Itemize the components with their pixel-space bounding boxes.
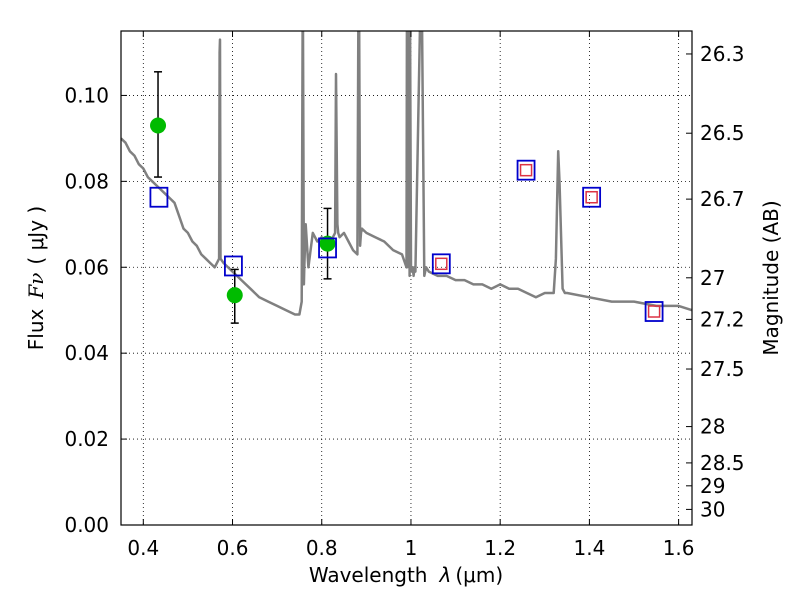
x-tick-label: 1.6 [663, 536, 695, 560]
y-tick-labels: 0.00 0.02 0.04 0.06 0.08 0.10 [64, 83, 109, 537]
magnitude-tick-label: 30 [700, 497, 725, 521]
model-square [516, 159, 536, 181]
magnitude-tick-label: 28 [700, 415, 725, 439]
x-tick-label: 1 [405, 536, 418, 560]
y-tick-label: 0.00 [64, 513, 109, 537]
x-tick-labels: 0.4 0.6 0.8 1 1.2 1.4 1.6 [127, 536, 694, 560]
magnitude-tick-label: 26.7 [700, 187, 745, 211]
y-tick-label: 0.06 [64, 255, 109, 279]
observed-point [319, 235, 336, 252]
magnitude-tick-label: 26.5 [700, 121, 745, 145]
observed-point [226, 287, 243, 304]
x-axis-label: Wavelength λ (μm) [309, 563, 503, 587]
model-sed-series [121, 31, 692, 316]
model-square-red [585, 190, 598, 204]
model-square [149, 186, 169, 208]
model-square [644, 301, 664, 322]
y-axis-label: FluxFν( μJy ) [24, 206, 48, 350]
y-tick-label: 0.02 [64, 427, 109, 451]
magnitude-tick-label: 28.5 [700, 451, 745, 475]
x-tick-label: 0.8 [306, 536, 338, 560]
magnitude-tick-label: 27.2 [700, 307, 745, 331]
model-square [318, 237, 337, 259]
observed-point [150, 117, 167, 134]
model-square [431, 253, 451, 275]
y-tick-label: 0.10 [64, 83, 109, 107]
model-photometry-series [149, 159, 664, 322]
model-square [224, 255, 243, 277]
magnitude-tick-label: 26.3 [700, 42, 745, 66]
x-tick-label: 0.4 [127, 536, 159, 560]
observed-points-series [150, 71, 336, 324]
model-square-red [435, 257, 448, 271]
magnitude-tick-label: 29 [700, 474, 725, 498]
model-sed-line [121, 31, 692, 316]
y-tick-label: 0.08 [64, 169, 109, 193]
axis-ticks [121, 31, 692, 526]
model-square-red [647, 305, 661, 318]
model-square [582, 186, 602, 208]
magnitude-tick-label: 27 [700, 266, 725, 290]
x-tick-label: 1.4 [573, 536, 605, 560]
x-tick-label: 0.6 [217, 536, 249, 560]
magnitude-axis-label: Magnitude (AB) [759, 200, 783, 355]
y-tick-label: 0.04 [64, 341, 109, 365]
model-square-red [519, 163, 533, 177]
magnitude-tick-label: 27.5 [700, 357, 745, 381]
x-tick-label: 1.2 [484, 536, 516, 560]
